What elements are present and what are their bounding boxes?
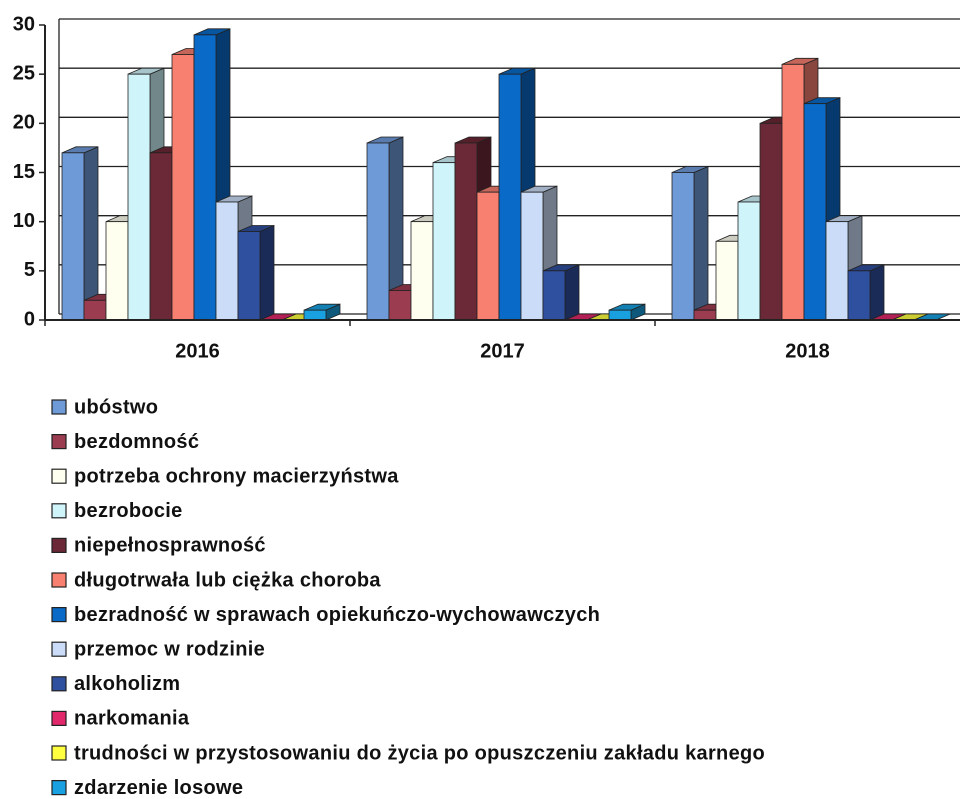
y-tick-label: 25 [13, 62, 35, 84]
bar [432, 162, 456, 321]
bar [171, 54, 195, 321]
legend-label: narkomania [74, 708, 190, 730]
bar [193, 34, 217, 321]
bar [366, 142, 390, 321]
bar [759, 122, 783, 321]
y-tick-label: 30 [13, 13, 35, 35]
legend-label: bezradność w sprawach opiekuńczo-wychowa… [74, 604, 600, 626]
bar [693, 309, 717, 321]
x-tick-label: 2017 [480, 340, 525, 362]
bar-side [259, 224, 275, 321]
legend-swatch [51, 606, 67, 623]
legend-label: ubóstwo [74, 396, 158, 418]
bar [520, 191, 544, 321]
y-tick-label: 10 [13, 210, 35, 232]
legend-swatch [51, 537, 67, 554]
y-tick-label: 15 [13, 161, 35, 183]
bar [847, 270, 871, 321]
bar [410, 221, 434, 321]
bar [803, 103, 827, 321]
bar [303, 309, 327, 321]
legend-swatch [51, 710, 67, 727]
x-tick-label: 2018 [785, 340, 830, 362]
legend-label: bezdomność [74, 431, 199, 453]
bar-side [564, 264, 580, 321]
bar [127, 73, 151, 321]
bar [825, 221, 849, 321]
legend-label: alkoholizm [74, 673, 180, 695]
bar [715, 240, 739, 321]
bar [476, 191, 500, 321]
legend-swatch [51, 676, 67, 692]
bar [781, 63, 805, 321]
bar-side [869, 264, 885, 321]
y-tick-label: 0 [24, 308, 35, 330]
legend-swatch [51, 434, 67, 450]
bar [388, 290, 412, 321]
bar [105, 221, 129, 321]
legend-swatch [51, 399, 67, 415]
legend-label: niepełnosprawność [74, 535, 266, 557]
bar [608, 309, 632, 321]
bar [83, 299, 107, 321]
y-tick-label: 5 [24, 259, 35, 281]
bar [671, 172, 695, 321]
legend-label: potrzeba ochrony macierzyństwa [74, 465, 399, 487]
bar [215, 201, 239, 321]
bar [454, 142, 478, 321]
legend-swatch [51, 572, 67, 588]
bar [542, 270, 566, 321]
legend-label: bezrobocie [74, 500, 183, 522]
bar [149, 152, 173, 321]
legend-swatch [51, 641, 67, 657]
legend-swatch [51, 745, 67, 761]
legend-label: zdarzenie losowe [74, 777, 243, 799]
bar-side [693, 165, 709, 321]
bar [498, 73, 522, 321]
bar [237, 231, 261, 321]
legend-label: przemoc w rodzinie [74, 638, 265, 660]
legend-swatch [51, 468, 67, 484]
legend-label: trudności w przystosowaniu do życia po o… [74, 742, 765, 764]
bar [737, 201, 761, 321]
bar [61, 152, 85, 321]
legend-swatch [51, 503, 67, 519]
legend-swatch [51, 779, 67, 796]
legend-label: długotrwała lub ciężka choroba [74, 569, 381, 591]
x-tick-label: 2016 [175, 340, 220, 362]
y-tick-label: 20 [13, 112, 35, 134]
bar-side [83, 146, 99, 321]
